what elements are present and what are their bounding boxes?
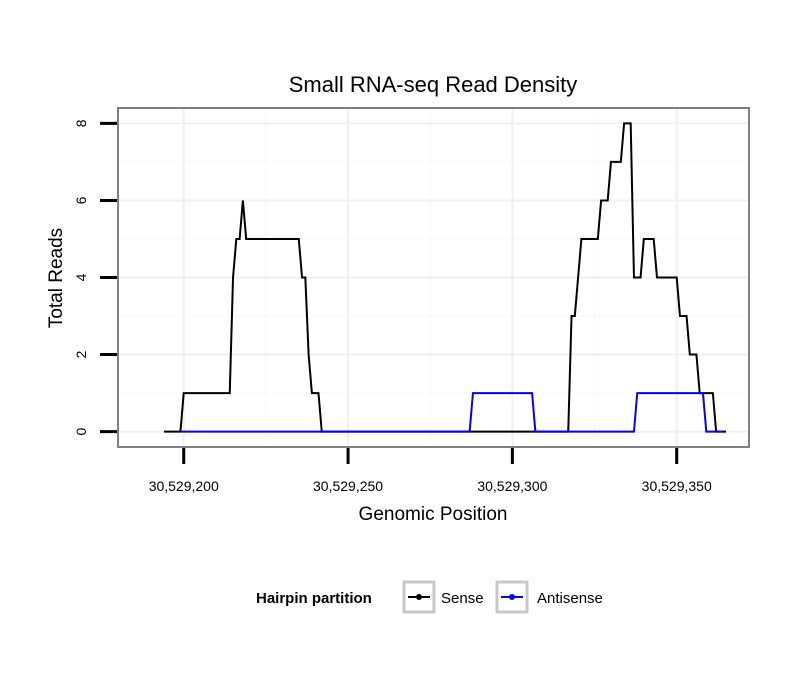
x-tick-label: 30,529,350 [642,478,712,494]
legend-title: Hairpin partition [256,590,372,607]
x-tick-label: 30,529,200 [149,478,219,494]
y-tick-label: 8 [73,119,89,127]
plot-panel [117,107,750,448]
y-axis: 0 2 4 6 8 [73,119,117,435]
y-tick-label: 2 [73,350,89,358]
x-axis-label: Genomic Position [359,504,508,525]
legend-swatch-point-sense [416,594,422,600]
series-layer [164,122,726,433]
y-tick-label: 0 [73,427,89,435]
x-tick-label: 30,529,250 [313,478,383,494]
legend-label-sense: Sense [441,590,484,607]
legend-swatch-point-antisense [509,594,515,600]
series-line-sense [164,122,726,433]
series-line-antisense [180,392,723,433]
x-tick-label: 30,529,300 [477,478,547,494]
y-axis-label: Total Reads [46,228,67,328]
legend: Hairpin partition Sense Antisense [256,580,603,614]
y-tick-label: 4 [73,273,89,281]
x-axis: 30,529,200 30,529,250 30,529,300 30,529,350 [149,448,712,494]
grid [118,108,749,447]
chart-title: Small RNA-seq Read Density [289,72,578,97]
y-tick-label: 6 [73,196,89,204]
legend-key-antisense [495,580,529,614]
legend-label-antisense: Antisense [537,590,603,607]
